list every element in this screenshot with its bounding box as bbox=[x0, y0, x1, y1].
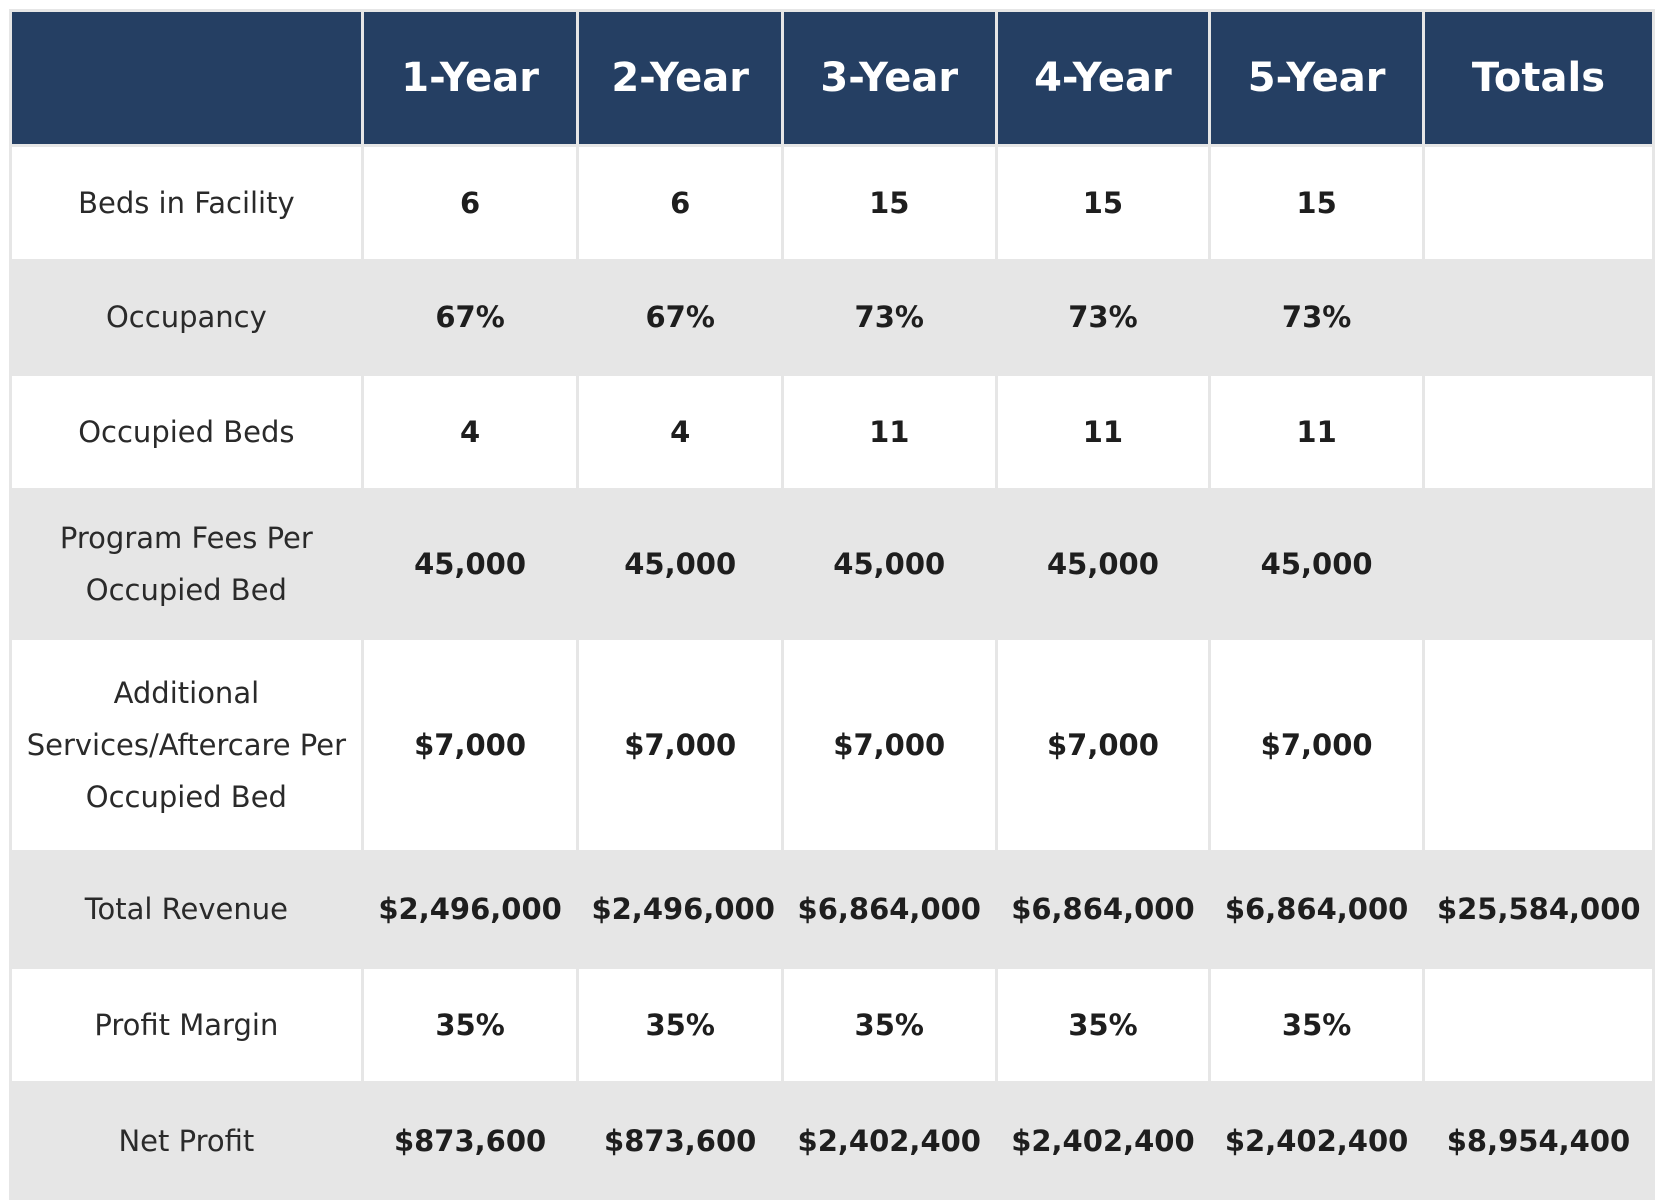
cell-year-3: 73% bbox=[783, 261, 995, 374]
row-label: Occupancy bbox=[12, 261, 361, 374]
cell-year-3: $7,000 bbox=[783, 639, 995, 850]
table-row-occupied-beds: Occupied Beds 4 4 11 11 11 bbox=[12, 376, 1652, 488]
row-label: Additional Services/Aftercare Per Occupi… bbox=[12, 639, 361, 850]
table-row-occupancy: Occupancy 67% 67% 73% 73% 73% bbox=[12, 261, 1652, 374]
financial-projection-table-frame: 1-Year 2-Year 3-Year 4-Year 5-Year Total… bbox=[9, 9, 1655, 1200]
cell-year-4: 35% bbox=[997, 968, 1209, 1082]
cell-year-3: $2,402,400 bbox=[783, 1084, 995, 1197]
table-row-total-revenue: Total Revenue $2,496,000 $2,496,000 $6,8… bbox=[12, 852, 1652, 966]
cell-year-1: 67% bbox=[363, 261, 577, 374]
table-header-row: 1-Year 2-Year 3-Year 4-Year 5-Year Total… bbox=[12, 12, 1652, 144]
cell-year-2: 4 bbox=[579, 376, 781, 488]
table-row-program-fees: Program Fees Per Occupied Bed 45,000 45,… bbox=[12, 490, 1652, 637]
cell-year-2: 6 bbox=[579, 147, 781, 259]
row-label: Occupied Beds bbox=[12, 376, 361, 488]
table-row-beds-in-facility: Beds in Facility 6 6 15 15 15 bbox=[12, 147, 1652, 259]
row-label: Net Profit bbox=[12, 1084, 361, 1197]
cell-year-5: 35% bbox=[1211, 968, 1422, 1082]
cell-year-1: 45,000 bbox=[363, 490, 577, 637]
cell-year-1: 4 bbox=[363, 376, 577, 488]
cell-year-1: $7,000 bbox=[363, 639, 577, 850]
cell-year-3: 35% bbox=[783, 968, 995, 1082]
header-corner-cell bbox=[12, 12, 361, 144]
cell-year-4: 15 bbox=[997, 147, 1209, 259]
row-label: Program Fees Per Occupied Bed bbox=[12, 490, 361, 637]
header-year-1: 1-Year bbox=[363, 12, 577, 144]
cell-year-5: 45,000 bbox=[1211, 490, 1422, 637]
table-row-additional-services: Additional Services/Aftercare Per Occupi… bbox=[12, 639, 1652, 850]
cell-totals bbox=[1424, 147, 1652, 259]
financial-projection-table: 1-Year 2-Year 3-Year 4-Year 5-Year Total… bbox=[9, 9, 1655, 1200]
cell-year-5: $2,402,400 bbox=[1211, 1084, 1422, 1197]
cell-year-4: 11 bbox=[997, 376, 1209, 488]
cell-year-2: $7,000 bbox=[579, 639, 781, 850]
cell-year-2: 35% bbox=[579, 968, 781, 1082]
cell-totals: $8,954,400 bbox=[1424, 1084, 1652, 1197]
cell-totals bbox=[1424, 261, 1652, 374]
cell-year-4: $6,864,000 bbox=[997, 852, 1209, 966]
cell-year-1: 6 bbox=[363, 147, 577, 259]
header-year-2: 2-Year bbox=[579, 12, 781, 144]
row-label: Total Revenue bbox=[12, 852, 361, 966]
cell-year-5: $6,864,000 bbox=[1211, 852, 1422, 966]
header-year-3: 3-Year bbox=[783, 12, 995, 144]
cell-totals bbox=[1424, 376, 1652, 488]
cell-year-3: 45,000 bbox=[783, 490, 995, 637]
cell-year-2: $873,600 bbox=[579, 1084, 781, 1197]
header-year-5: 5-Year bbox=[1211, 12, 1422, 144]
cell-totals bbox=[1424, 639, 1652, 850]
cell-year-3: 11 bbox=[783, 376, 995, 488]
cell-totals bbox=[1424, 490, 1652, 637]
cell-year-1: $2,496,000 bbox=[363, 852, 577, 966]
cell-year-1: 35% bbox=[363, 968, 577, 1082]
cell-year-5: 11 bbox=[1211, 376, 1422, 488]
cell-year-4: 45,000 bbox=[997, 490, 1209, 637]
cell-year-4: $7,000 bbox=[997, 639, 1209, 850]
header-year-4: 4-Year bbox=[997, 12, 1209, 144]
cell-year-5: 73% bbox=[1211, 261, 1422, 374]
cell-year-4: $2,402,400 bbox=[997, 1084, 1209, 1197]
cell-year-3: $6,864,000 bbox=[783, 852, 995, 966]
cell-totals bbox=[1424, 968, 1652, 1082]
row-label: Beds in Facility bbox=[12, 147, 361, 259]
table-row-net-profit: Net Profit $873,600 $873,600 $2,402,400 … bbox=[12, 1084, 1652, 1197]
cell-year-1: $873,600 bbox=[363, 1084, 577, 1197]
cell-year-5: $7,000 bbox=[1211, 639, 1422, 850]
cell-year-2: 45,000 bbox=[579, 490, 781, 637]
cell-year-4: 73% bbox=[997, 261, 1209, 374]
header-totals: Totals bbox=[1424, 12, 1652, 144]
table-row-profit-margin: Profit Margin 35% 35% 35% 35% 35% bbox=[12, 968, 1652, 1082]
cell-year-2: 67% bbox=[579, 261, 781, 374]
cell-year-5: 15 bbox=[1211, 147, 1422, 259]
row-label: Profit Margin bbox=[12, 968, 361, 1082]
cell-totals: $25,584,000 bbox=[1424, 852, 1652, 966]
cell-year-2: $2,496,000 bbox=[579, 852, 781, 966]
cell-year-3: 15 bbox=[783, 147, 995, 259]
